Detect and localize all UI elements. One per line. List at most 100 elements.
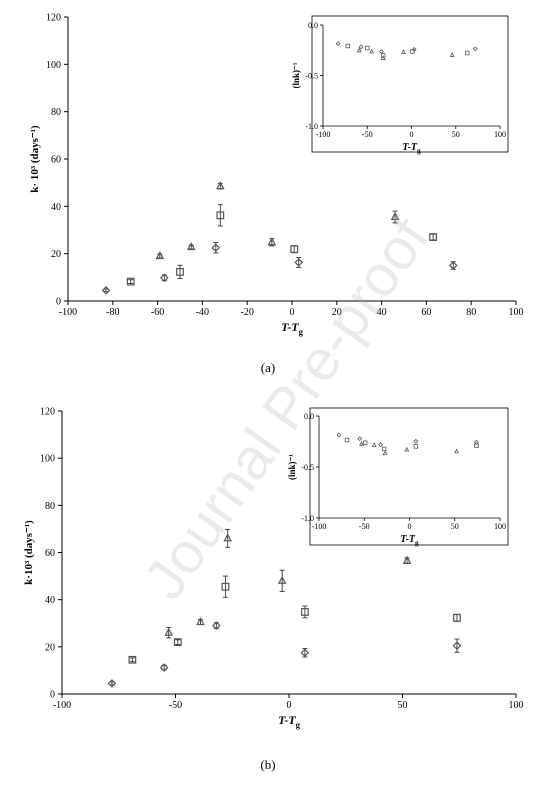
chart1-x-tick-label: -100 bbox=[59, 307, 77, 318]
chart2-y-tick-label: 20 bbox=[45, 642, 55, 653]
chart2-y-tick-label: 40 bbox=[45, 595, 55, 606]
chart2-y-axis-label: k·10³ (days⁻¹) bbox=[23, 520, 35, 585]
chart2-triangle-point bbox=[223, 533, 233, 542]
inset2-y-tick-label: -0.5 bbox=[301, 463, 314, 472]
chart1-x-tick-label: -60 bbox=[151, 307, 164, 318]
inset2-square-point bbox=[362, 440, 368, 445]
chart1-diamond-point bbox=[294, 258, 304, 267]
chart1-x-tick-label: 80 bbox=[466, 307, 476, 318]
inset1-triangle-point bbox=[449, 52, 455, 57]
chart1-square-point bbox=[429, 233, 438, 242]
chart1-x-tick-label: 20 bbox=[332, 307, 342, 318]
chart1-triangle-point bbox=[155, 250, 165, 260]
inset1-y-axis-label: (lnk)⁻¹ bbox=[291, 62, 301, 88]
chart2-x-tick-label: -50 bbox=[169, 700, 182, 711]
inset1-diamond-point bbox=[335, 41, 341, 47]
chart1-x-tick-label: -80 bbox=[106, 307, 119, 318]
chart1-diamond-point bbox=[448, 261, 458, 270]
chart1-x-axis-label: T-Tg bbox=[281, 320, 304, 337]
chart1-triangle-point bbox=[390, 211, 400, 221]
chart2-triangle-point bbox=[402, 555, 412, 564]
inset2-square-point bbox=[381, 446, 387, 452]
chart2-x-axis-label: T-Tg bbox=[278, 713, 301, 730]
chart1-x-tick-label: 60 bbox=[421, 307, 431, 318]
inset2-frame bbox=[309, 407, 509, 546]
inset2-triangle-point bbox=[371, 442, 377, 448]
inset1-x-tick-label: 100 bbox=[494, 130, 506, 139]
chart1-y-tick-label: 40 bbox=[51, 202, 61, 213]
inset2-diamond-point bbox=[378, 442, 383, 448]
inset2-diamond-point bbox=[357, 436, 363, 442]
chart2-triangle-point bbox=[196, 616, 205, 626]
chart2-y-tick-label: 100 bbox=[40, 454, 55, 465]
chart1-square-point bbox=[290, 245, 299, 254]
inset2-x-tick-label: 0 bbox=[408, 522, 412, 531]
chart1-diamond-point bbox=[211, 243, 221, 253]
inset2-x-tick-label: 100 bbox=[494, 522, 506, 531]
chart2-square-point bbox=[128, 655, 137, 664]
inset1-x-axis-label: T-Tg bbox=[402, 142, 421, 155]
chart2-square-point bbox=[173, 638, 182, 647]
inset1-diamond-point bbox=[358, 44, 364, 50]
chart2-x-tick-label: -100 bbox=[53, 700, 71, 711]
chart1-triangle-point bbox=[216, 181, 225, 190]
inset1-y-tick-label: 0.0 bbox=[308, 21, 318, 30]
inset1-frame bbox=[311, 15, 509, 153]
chart1-x-tick-label: 0 bbox=[290, 307, 295, 318]
inset1-square-point bbox=[365, 45, 370, 51]
inset1-x-tick-label: -100 bbox=[316, 130, 331, 139]
chart2-diamond-point bbox=[212, 621, 221, 630]
chart2-y-tick-label: 0 bbox=[50, 690, 55, 701]
inset2-y-axis-label: (lnk)⁻¹ bbox=[287, 454, 297, 480]
chart2-diamond-point bbox=[107, 679, 117, 688]
chart2-diamond-point bbox=[300, 648, 310, 658]
caption-a: (a) bbox=[260, 360, 276, 375]
inset1-square-point bbox=[410, 49, 415, 54]
chart1-x-tick-label: 100 bbox=[509, 307, 524, 318]
chart1-triangle-point bbox=[186, 241, 196, 251]
chart1-square-point bbox=[126, 277, 135, 286]
chart2-x-tick-label: 0 bbox=[287, 700, 292, 711]
chart1-y-tick-label: 60 bbox=[51, 155, 61, 166]
inset1-triangle-point bbox=[380, 55, 386, 61]
inset1-square-point bbox=[465, 50, 470, 56]
chart1-y-tick-label: 0 bbox=[56, 297, 61, 308]
chart2-x-tick-label: 100 bbox=[509, 700, 524, 711]
chart1-triangle-point bbox=[267, 237, 277, 246]
chart2-square-point bbox=[221, 582, 230, 591]
chart1-x-tick-label: 40 bbox=[377, 307, 387, 318]
chart2-triangle-point bbox=[164, 627, 173, 636]
chart1-y-axis-label: k· 10³ (days⁻¹) bbox=[29, 125, 41, 193]
chart1-y-tick-label: 80 bbox=[51, 107, 61, 118]
chart2-diamond-point bbox=[159, 663, 169, 672]
chart1-y-tick-label: 120 bbox=[46, 13, 61, 24]
inset2-x-tick-label: -100 bbox=[312, 522, 327, 531]
chart1-x-tick-label: -40 bbox=[196, 307, 209, 318]
inset2-square-point bbox=[474, 443, 479, 448]
chart2-diamond-point bbox=[452, 641, 462, 650]
inset1-square-point bbox=[345, 43, 350, 49]
inset2-triangle-point bbox=[359, 441, 364, 446]
inset2-triangle-point bbox=[454, 448, 460, 454]
inset2-x-axis-label: T-Tg bbox=[400, 534, 419, 547]
inset2-x-tick-label: 50 bbox=[451, 522, 459, 531]
chart1-square-point bbox=[176, 267, 184, 276]
inset2-y-tick-label: -1.0 bbox=[301, 514, 314, 523]
inset2-square-point bbox=[413, 444, 419, 449]
caption-b: (b) bbox=[260, 757, 276, 772]
chart1-x-tick-label: -20 bbox=[241, 307, 254, 318]
chart1-diamond-point bbox=[101, 286, 111, 295]
inset1-triangle-point bbox=[356, 47, 362, 53]
inset1-x-tick-label: 0 bbox=[410, 130, 414, 139]
inset1-y-tick-label: -1.0 bbox=[305, 122, 318, 131]
inset1-x-tick-label: -50 bbox=[362, 130, 373, 139]
chart1-square-point bbox=[216, 211, 225, 220]
chart2-y-tick-label: 80 bbox=[45, 501, 55, 512]
inset2-triangle-point bbox=[404, 446, 410, 452]
chart1-y-tick-label: 20 bbox=[51, 249, 61, 260]
chart2-square-point bbox=[453, 613, 461, 622]
inset2-triangle-point bbox=[382, 450, 388, 456]
chart2-y-tick-label: 60 bbox=[45, 548, 55, 559]
